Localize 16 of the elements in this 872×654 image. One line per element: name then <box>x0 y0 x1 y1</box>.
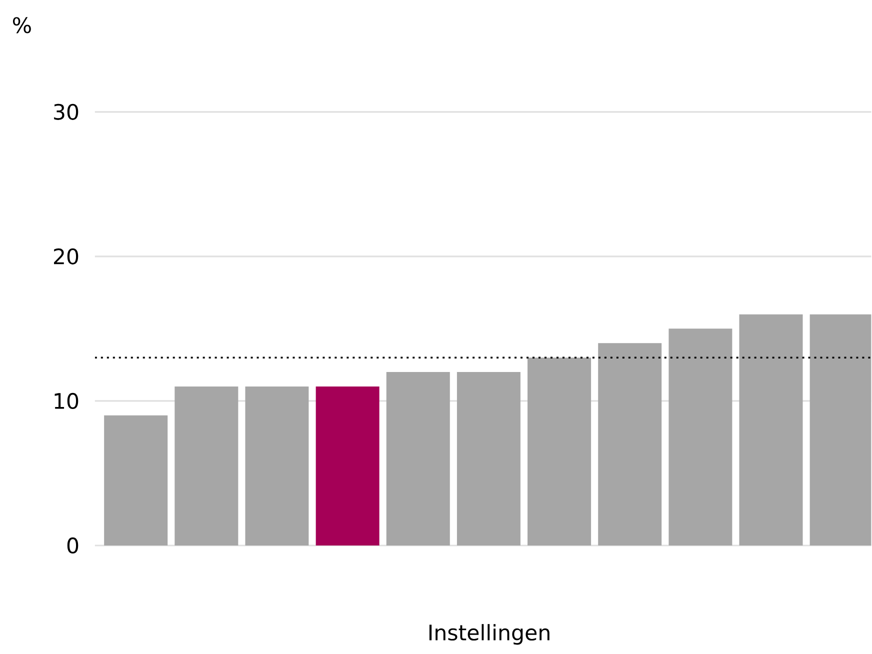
bar <box>598 342 662 546</box>
bar <box>739 314 803 546</box>
bar <box>104 415 168 546</box>
bar <box>386 372 450 546</box>
y-tick-label: 10 <box>54 392 78 409</box>
bar <box>174 386 238 546</box>
bar <box>245 386 309 546</box>
x-axis-title: Instellingen <box>429 624 550 644</box>
y-tick-label: 30 <box>54 104 78 120</box>
bar <box>668 328 732 546</box>
bar <box>528 357 592 546</box>
bar <box>456 372 520 546</box>
y-tick-label: 0 <box>67 537 78 554</box>
y-tick-label: 20 <box>54 248 78 264</box>
bar <box>316 386 380 546</box>
y-axis-title: % <box>12 16 31 34</box>
